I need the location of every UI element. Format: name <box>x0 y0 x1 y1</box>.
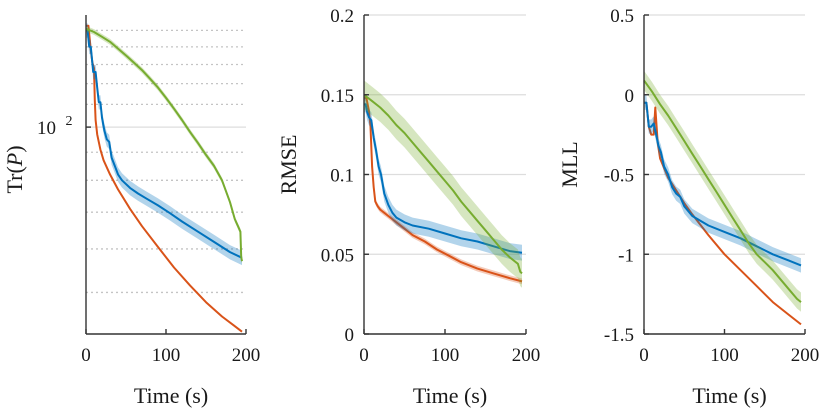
y-tick-label: -1.5 <box>604 325 634 346</box>
y-tick-label: 0.15 <box>321 86 354 107</box>
y-axis-label: Tr(P) <box>2 145 27 193</box>
series-1-line <box>644 101 802 267</box>
x-tick-label: 0 <box>639 345 649 366</box>
series-1-line <box>364 103 523 254</box>
x-tick-label: 100 <box>152 345 181 366</box>
y-axis-label: MLL <box>557 141 582 187</box>
series-2-line <box>85 27 243 262</box>
x-tick-label: 0 <box>359 345 369 366</box>
x-axis-label: Time (s) <box>413 383 487 408</box>
series-2-band <box>364 80 522 288</box>
series-2-line <box>643 79 802 303</box>
y-tick-label: 0 <box>625 86 635 107</box>
series-0-line <box>644 101 802 326</box>
x-tick-label: 200 <box>232 345 261 366</box>
series-2-line <box>363 94 523 275</box>
y-tick-exponent: 2 <box>66 114 73 129</box>
series-1-line <box>86 29 243 259</box>
y-tick-label: 10 <box>37 118 56 139</box>
series-0-line <box>364 96 523 283</box>
x-tick-label: 200 <box>512 345 541 366</box>
series-1-band <box>644 95 801 273</box>
x-tick-label: 100 <box>431 345 460 366</box>
y-tick-label: -1 <box>618 245 634 266</box>
y-tick-label: -0.5 <box>604 166 634 187</box>
y-tick-label: 0.1 <box>330 166 354 187</box>
y-tick-label: 0.5 <box>610 6 634 27</box>
series-1-band <box>364 96 522 261</box>
x-axis-label: Time (s) <box>134 383 208 408</box>
x-tick-label: 100 <box>710 345 739 366</box>
panel-trace: 0 100 200 10 2 Time (s) Tr(P) <box>2 15 260 408</box>
series-2-band <box>644 70 801 312</box>
y-tick-label: 0.05 <box>321 245 354 266</box>
x-tick-label: 0 <box>81 345 91 366</box>
x-axis-label: Time (s) <box>692 383 766 408</box>
y-tick-label: 0.2 <box>330 6 354 27</box>
y-tick-label: 0 <box>345 325 355 346</box>
panel-mll: 0 100 200 -1.5 -1 -0.5 0 0.5 Time (s) MLL <box>557 6 819 408</box>
panel-rmse: 0 100 200 0 0.05 0.1 0.15 0.2 Time (s) RMSE <box>276 6 540 408</box>
series-0-line <box>86 24 243 333</box>
x-tick-label: 200 <box>791 345 820 366</box>
y-axis-label: RMSE <box>276 135 301 195</box>
